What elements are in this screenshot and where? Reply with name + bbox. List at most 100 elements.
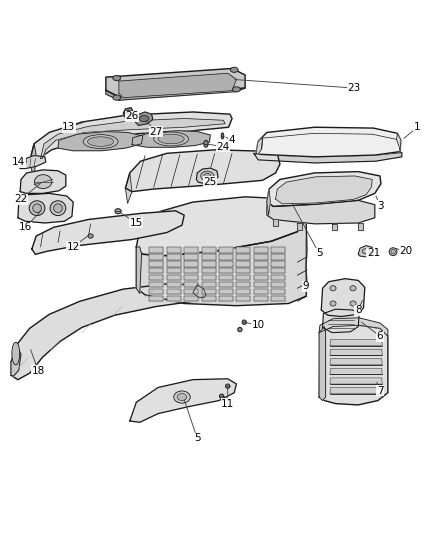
Polygon shape [167,247,181,253]
Polygon shape [58,132,143,151]
Ellipse shape [113,76,120,80]
Polygon shape [184,296,198,301]
Polygon shape [254,268,268,273]
Text: 16: 16 [19,222,32,232]
Polygon shape [319,327,325,400]
Ellipse shape [230,67,238,72]
Ellipse shape [29,201,45,215]
Polygon shape [271,261,285,266]
Polygon shape [330,378,382,384]
Polygon shape [167,289,181,294]
Ellipse shape [238,327,242,332]
Polygon shape [123,108,133,118]
Text: 27: 27 [149,126,162,136]
Ellipse shape [124,111,131,115]
Text: 1: 1 [414,122,420,132]
Polygon shape [136,219,307,305]
Ellipse shape [50,201,66,215]
Polygon shape [119,73,237,98]
Polygon shape [271,289,285,294]
Polygon shape [149,275,163,280]
Polygon shape [322,309,359,333]
Polygon shape [167,282,181,287]
Polygon shape [254,282,268,287]
Ellipse shape [177,393,187,400]
Polygon shape [201,247,215,253]
Polygon shape [167,296,181,301]
Ellipse shape [330,286,336,291]
Polygon shape [184,289,198,294]
Text: 23: 23 [347,83,360,93]
Ellipse shape [391,249,395,254]
Polygon shape [267,189,270,215]
Text: 14: 14 [12,157,25,167]
Ellipse shape [204,140,208,147]
Polygon shape [20,170,66,193]
Ellipse shape [201,171,214,181]
Polygon shape [125,150,280,192]
Text: 26: 26 [125,111,138,122]
Ellipse shape [83,135,118,149]
Text: 6: 6 [377,331,383,341]
Polygon shape [149,282,163,287]
Ellipse shape [158,134,184,144]
Polygon shape [201,268,215,273]
Polygon shape [237,247,251,253]
Text: 22: 22 [14,194,28,204]
Polygon shape [267,172,381,206]
Ellipse shape [88,137,114,147]
Ellipse shape [389,248,397,256]
Polygon shape [271,268,285,273]
Polygon shape [254,152,402,163]
Ellipse shape [113,95,120,100]
Polygon shape [125,173,132,204]
Ellipse shape [219,394,224,398]
Polygon shape [149,296,163,301]
Polygon shape [201,275,215,280]
Polygon shape [237,261,251,266]
Polygon shape [201,254,215,260]
Polygon shape [358,246,373,257]
Polygon shape [184,254,198,260]
Polygon shape [273,220,278,226]
Polygon shape [237,275,251,280]
Polygon shape [20,156,46,168]
Polygon shape [319,325,388,405]
Text: 13: 13 [62,122,75,132]
Polygon shape [267,200,375,224]
Ellipse shape [33,204,42,213]
Text: 5: 5 [316,248,322,259]
Ellipse shape [53,204,62,213]
Polygon shape [167,275,181,280]
Polygon shape [149,289,163,294]
Polygon shape [330,359,382,365]
Polygon shape [332,224,336,230]
Polygon shape [271,275,285,280]
Polygon shape [271,282,285,287]
Polygon shape [30,112,232,161]
Text: 10: 10 [251,320,265,330]
Ellipse shape [139,116,149,122]
Ellipse shape [362,249,370,254]
Polygon shape [149,261,163,266]
Polygon shape [219,275,233,280]
Polygon shape [237,282,251,287]
Polygon shape [254,289,268,294]
Ellipse shape [350,286,356,291]
Ellipse shape [221,133,224,139]
Polygon shape [106,88,245,100]
Polygon shape [330,340,382,346]
Polygon shape [237,296,251,301]
Polygon shape [219,289,233,294]
Polygon shape [167,254,181,260]
Polygon shape [237,254,251,260]
Polygon shape [219,247,233,253]
Polygon shape [254,254,268,260]
Polygon shape [276,176,372,204]
Polygon shape [219,261,233,266]
Polygon shape [41,118,225,158]
Polygon shape [254,275,268,280]
Text: 8: 8 [355,305,362,315]
Polygon shape [201,289,215,294]
Polygon shape [330,349,382,356]
